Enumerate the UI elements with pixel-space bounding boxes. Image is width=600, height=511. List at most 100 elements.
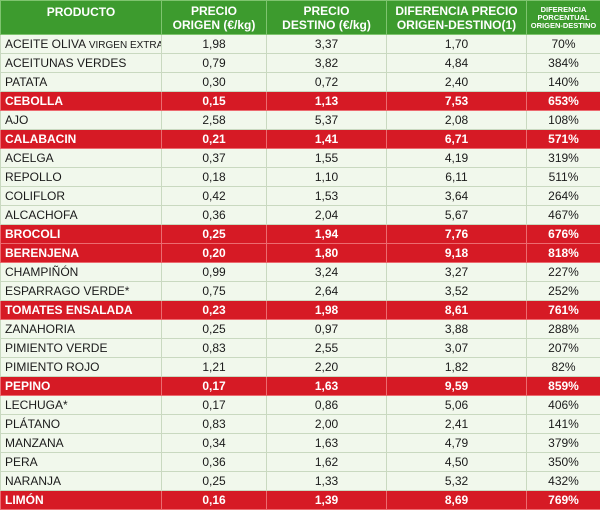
cell-product: PATATA bbox=[0, 72, 162, 92]
table-row: REPOLLO 0,18 1,10 6,11 511% bbox=[0, 167, 600, 187]
cell-price-difference: 5,67 bbox=[386, 205, 527, 225]
table-header: PRODUCTO PRECIO ORIGEN (€/kg) PRECIO DES… bbox=[0, 0, 600, 35]
cell-percent-difference: 769% bbox=[526, 490, 600, 510]
cell-destination-price: 2,20 bbox=[266, 357, 387, 377]
table-row: BROCOLI 0,25 1,94 7,76 676% bbox=[0, 224, 600, 244]
cell-destination-price: 2,00 bbox=[266, 414, 387, 434]
table-row: AJO 2,58 5,37 2,08 108% bbox=[0, 110, 600, 130]
cell-origin-price: 0,15 bbox=[161, 91, 267, 111]
cell-price-difference: 7,76 bbox=[386, 224, 527, 244]
cell-destination-price: 1,94 bbox=[266, 224, 387, 244]
cell-product: TOMATES ENSALADA bbox=[0, 300, 162, 320]
header-dest-line2: DESTINO (€/kg) bbox=[282, 17, 371, 32]
header-pct-line3: ORIGEN-DESTINO bbox=[530, 20, 597, 30]
cell-destination-price: 1,10 bbox=[266, 167, 387, 187]
cell-percent-difference: 350% bbox=[526, 452, 600, 472]
cell-product: CEBOLLA bbox=[0, 91, 162, 111]
table-row: COLIFLOR 0,42 1,53 3,64 264% bbox=[0, 186, 600, 206]
header-percent-difference: DIFERENCIA PORCENTUAL ORIGEN-DESTINO bbox=[526, 0, 600, 35]
cell-product: LECHUGA* bbox=[0, 395, 162, 415]
cell-price-difference: 1,82 bbox=[386, 357, 527, 377]
cell-price-difference: 5,06 bbox=[386, 395, 527, 415]
cell-origin-price: 0,79 bbox=[161, 53, 267, 73]
cell-product: LIMÓN bbox=[0, 490, 162, 510]
cell-percent-difference: 818% bbox=[526, 243, 600, 263]
product-name: CALABACIN bbox=[5, 132, 77, 146]
header-destination-price: PRECIO DESTINO (€/kg) bbox=[266, 0, 387, 35]
cell-percent-difference: 384% bbox=[526, 53, 600, 73]
cell-percent-difference: 653% bbox=[526, 91, 600, 111]
cell-percent-difference: 140% bbox=[526, 72, 600, 92]
cell-price-difference: 3,07 bbox=[386, 338, 527, 358]
product-name: TOMATES ENSALADA bbox=[5, 303, 133, 317]
cell-product: COLIFLOR bbox=[0, 186, 162, 206]
product-name: PLÁTANO bbox=[5, 417, 61, 431]
product-name: PATATA bbox=[5, 75, 48, 89]
cell-percent-difference: 319% bbox=[526, 148, 600, 168]
cell-product: ACEITE OLIVA VIRGEN EXTRA* bbox=[0, 34, 162, 54]
cell-destination-price: 1,33 bbox=[266, 471, 387, 491]
header-diff-line2: ORIGEN-DESTINO(1) bbox=[396, 17, 517, 32]
cell-percent-difference: 70% bbox=[526, 34, 600, 54]
table-row: PIMIENTO VERDE 0,83 2,55 3,07 207% bbox=[0, 338, 600, 358]
header-diff-line1: DIFERENCIA PRECIO bbox=[395, 3, 518, 18]
cell-origin-price: 1,98 bbox=[161, 34, 267, 54]
cell-price-difference: 3,27 bbox=[386, 262, 527, 282]
cell-percent-difference: 406% bbox=[526, 395, 600, 415]
cell-destination-price: 1,41 bbox=[266, 129, 387, 149]
cell-product: PIMIENTO VERDE bbox=[0, 338, 162, 358]
cell-product: AJO bbox=[0, 110, 162, 130]
cell-percent-difference: 676% bbox=[526, 224, 600, 244]
cell-product: PIMIENTO ROJO bbox=[0, 357, 162, 377]
cell-origin-price: 0,25 bbox=[161, 471, 267, 491]
cell-origin-price: 0,42 bbox=[161, 186, 267, 206]
cell-percent-difference: 379% bbox=[526, 433, 600, 453]
cell-origin-price: 0,25 bbox=[161, 224, 267, 244]
cell-product: BROCOLI bbox=[0, 224, 162, 244]
header-pct-line2: PORCENTUAL bbox=[537, 12, 590, 22]
cell-price-difference: 1,70 bbox=[386, 34, 527, 54]
cell-percent-difference: 859% bbox=[526, 376, 600, 396]
cell-price-difference: 9,59 bbox=[386, 376, 527, 396]
cell-price-difference: 3,52 bbox=[386, 281, 527, 301]
cell-destination-price: 1,53 bbox=[266, 186, 387, 206]
table-row: TOMATES ENSALADA 0,23 1,98 8,61 761% bbox=[0, 300, 600, 320]
product-name: ACEITUNAS VERDES bbox=[5, 56, 127, 70]
table-row: ACEITE OLIVA VIRGEN EXTRA* 1,98 3,37 1,70 70… bbox=[0, 34, 600, 54]
product-name: CEBOLLA bbox=[5, 94, 63, 108]
cell-price-difference: 4,50 bbox=[386, 452, 527, 472]
cell-origin-price: 0,36 bbox=[161, 452, 267, 472]
table-row: NARANJA 0,25 1,33 5,32 432% bbox=[0, 471, 600, 491]
product-name: PIMIENTO VERDE bbox=[5, 341, 108, 355]
product-name: ALCACHOFA bbox=[5, 208, 78, 222]
product-name: LECHUGA* bbox=[5, 398, 68, 412]
cell-percent-difference: 82% bbox=[526, 357, 600, 377]
cell-percent-difference: 511% bbox=[526, 167, 600, 187]
product-name: LIMÓN bbox=[5, 493, 44, 507]
cell-product: NARANJA bbox=[0, 471, 162, 491]
cell-product: CALABACIN bbox=[0, 129, 162, 149]
cell-destination-price: 3,82 bbox=[266, 53, 387, 73]
cell-percent-difference: 432% bbox=[526, 471, 600, 491]
cell-destination-price: 1,55 bbox=[266, 148, 387, 168]
cell-price-difference: 9,18 bbox=[386, 243, 527, 263]
product-name: NARANJA bbox=[5, 474, 62, 488]
cell-origin-price: 0,23 bbox=[161, 300, 267, 320]
table-row: ACELGA 0,37 1,55 4,19 319% bbox=[0, 148, 600, 168]
cell-origin-price: 0,83 bbox=[161, 338, 267, 358]
product-name: REPOLLO bbox=[5, 170, 62, 184]
cell-destination-price: 1,13 bbox=[266, 91, 387, 111]
cell-origin-price: 0,16 bbox=[161, 490, 267, 510]
cell-percent-difference: 252% bbox=[526, 281, 600, 301]
cell-destination-price: 5,37 bbox=[266, 110, 387, 130]
cell-origin-price: 0,30 bbox=[161, 72, 267, 92]
cell-origin-price: 0,34 bbox=[161, 433, 267, 453]
cell-destination-price: 2,64 bbox=[266, 281, 387, 301]
cell-price-difference: 8,61 bbox=[386, 300, 527, 320]
header-product: PRODUCTO bbox=[0, 0, 162, 35]
cell-product: PERA bbox=[0, 452, 162, 472]
cell-price-difference: 6,11 bbox=[386, 167, 527, 187]
table-row: CALABACIN 0,21 1,41 6,71 571% bbox=[0, 129, 600, 149]
